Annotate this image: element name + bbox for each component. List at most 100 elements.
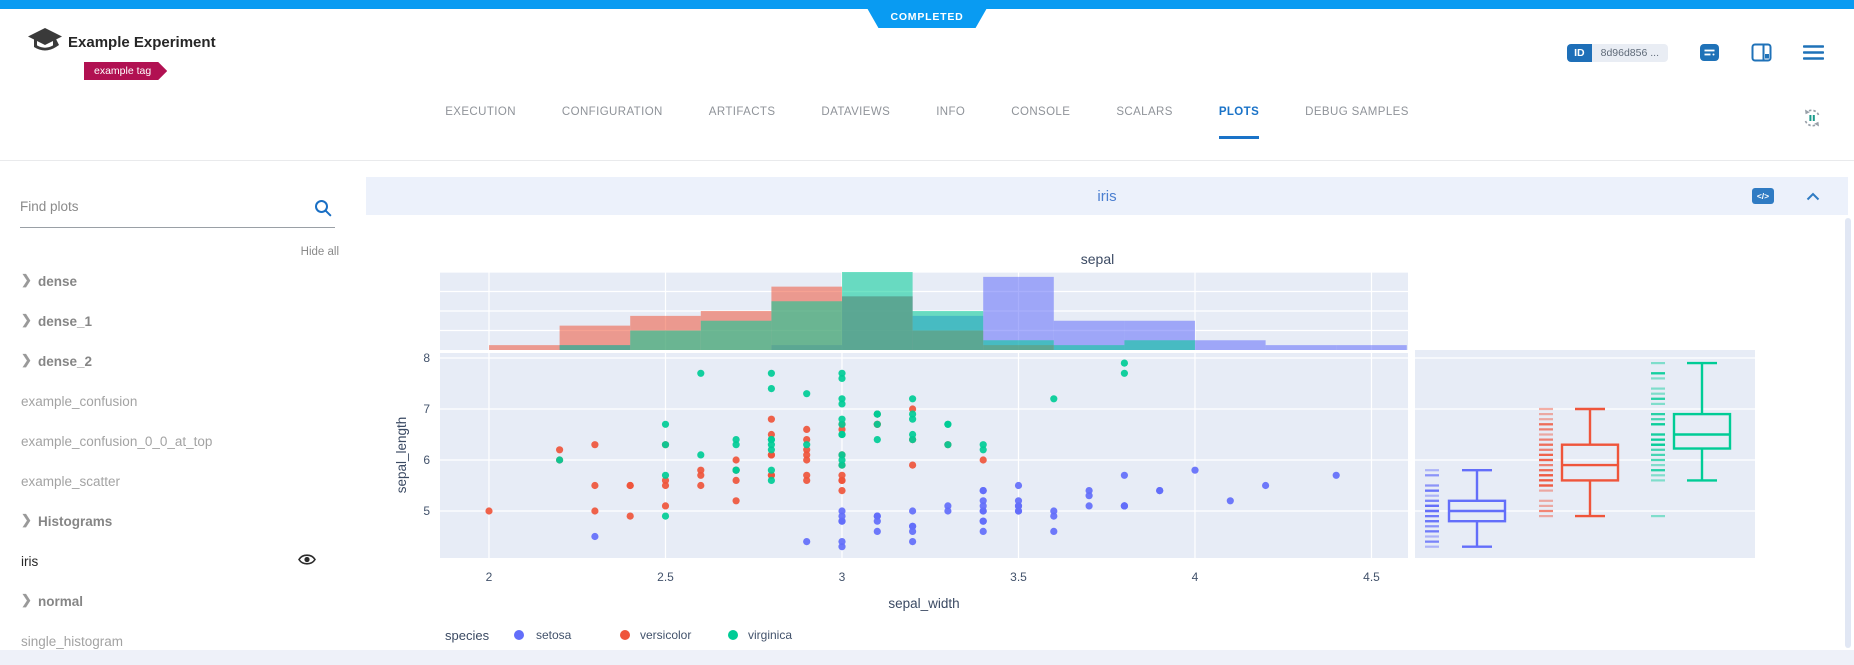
plot-item-label: example_scatter bbox=[21, 473, 121, 489]
search-input[interactable] bbox=[20, 195, 290, 218]
tab-dataviews[interactable]: DATAVIEWS bbox=[821, 106, 890, 139]
scatter-point-virginica bbox=[556, 456, 564, 464]
scatter-point-virginica bbox=[979, 441, 987, 449]
scatter-point-virginica bbox=[838, 400, 846, 408]
scatter-point-setosa bbox=[1014, 497, 1023, 505]
sidebar-item-example-confusion[interactable]: ❯ example_confusion bbox=[0, 381, 360, 421]
scatter-point-virginica bbox=[873, 436, 881, 444]
scatter-point-virginica bbox=[838, 451, 846, 459]
scatter-point-versicolor bbox=[979, 456, 987, 464]
tab-artifacts[interactable]: ARTIFACTS bbox=[709, 106, 776, 139]
menu-icon[interactable] bbox=[1803, 42, 1824, 63]
plot-panel-header: iris </> bbox=[366, 177, 1848, 215]
legend-marker-setosa[interactable] bbox=[514, 630, 524, 640]
sidebar-item-dense[interactable]: ❯ dense bbox=[0, 261, 360, 301]
scatter-point-setosa bbox=[909, 522, 917, 530]
tab-execution[interactable]: EXECUTION bbox=[445, 106, 516, 139]
iris-scatter-chart[interactable]: 2 2.5 3 3.5 4 4.55678sepal_widthsepal_lengths… bbox=[360, 212, 1854, 650]
scatter-point-setosa bbox=[873, 527, 881, 535]
scatter-point-virginica bbox=[873, 410, 881, 418]
sidebar-item-dense-1[interactable]: ❯ dense_1 bbox=[0, 301, 360, 341]
scatter-point-virginica bbox=[732, 466, 740, 474]
box-plot-panel bbox=[1415, 350, 1755, 558]
scatter-point-virginica bbox=[838, 456, 846, 464]
sidebar-item-normal[interactable]: ❯ normal bbox=[0, 581, 360, 621]
sidebar-item-histograms[interactable]: ❯ Histograms bbox=[0, 501, 360, 541]
legend-label-versicolor: versicolor bbox=[640, 628, 691, 642]
scrollbar-thumb[interactable] bbox=[1845, 218, 1851, 648]
scatter-point-versicolor bbox=[626, 512, 634, 520]
y-tick-label: 8 bbox=[423, 351, 430, 365]
scatter-point-versicolor bbox=[485, 507, 493, 515]
search-row bbox=[20, 195, 335, 228]
legend-marker-versicolor[interactable] bbox=[620, 630, 630, 640]
scatter-point-virginica bbox=[732, 436, 740, 444]
scatter-point-virginica bbox=[767, 436, 775, 444]
tab-console[interactable]: CONSOLE bbox=[1011, 106, 1070, 139]
scatter-point-virginica bbox=[909, 415, 917, 423]
tab-plots[interactable]: PLOTS bbox=[1218, 106, 1260, 139]
scatter-panel bbox=[440, 353, 1408, 558]
experiment-tag[interactable]: example tag bbox=[84, 62, 167, 80]
scatter-point-virginica bbox=[803, 441, 811, 449]
histogram-bar-virginica bbox=[1124, 340, 1195, 350]
tab-configuration[interactable]: CONFIGURATION bbox=[562, 106, 663, 139]
eye-icon[interactable] bbox=[298, 553, 316, 566]
scatter-point-setosa bbox=[979, 487, 987, 495]
scatter-point-setosa bbox=[838, 543, 846, 551]
chevron-right-icon: ❯ bbox=[21, 512, 32, 527]
legend-marker-virginica[interactable] bbox=[728, 630, 738, 640]
x-tick-label: 4.5 bbox=[1363, 570, 1380, 584]
scatter-point-setosa bbox=[979, 497, 987, 505]
scatter-point-versicolor bbox=[732, 476, 740, 484]
scatter-point-virginica bbox=[767, 466, 775, 474]
search-icon[interactable] bbox=[313, 198, 333, 218]
view-code-icon[interactable]: </> bbox=[1752, 188, 1774, 204]
legend-label-virginica: virginica bbox=[748, 628, 792, 642]
scatter-point-virginica bbox=[697, 451, 705, 459]
header-divider bbox=[0, 160, 1854, 161]
x-axis-label: sepal_width bbox=[888, 596, 959, 611]
split-view-icon[interactable] bbox=[1751, 42, 1772, 63]
histogram-bar-setosa bbox=[983, 276, 1054, 350]
tab-info[interactable]: INFO bbox=[936, 106, 965, 139]
plot-item-label: dense_1 bbox=[38, 313, 93, 329]
scatter-point-setosa bbox=[591, 532, 599, 541]
tab-label: DEBUG SAMPLES bbox=[1305, 106, 1409, 118]
comment-icon[interactable] bbox=[1699, 42, 1720, 63]
scatter-point-virginica bbox=[838, 430, 846, 439]
box-versicolor bbox=[1560, 443, 1620, 482]
tab-scalars[interactable]: SCALARS bbox=[1116, 106, 1173, 139]
plot-item-label: normal bbox=[38, 593, 84, 609]
scatter-point-virginica bbox=[732, 441, 740, 449]
scatter-point-setosa bbox=[838, 507, 846, 515]
experiment-id-chip[interactable]: ID 8d96d856 ... bbox=[1567, 43, 1668, 62]
scatter-point-virginica bbox=[661, 471, 670, 479]
chevron-right-icon: ❯ bbox=[21, 592, 32, 607]
tab-label: EXECUTION bbox=[445, 106, 516, 118]
scatter-point-virginica bbox=[909, 430, 917, 439]
scatter-point-setosa bbox=[838, 512, 846, 520]
tab-label: INFO bbox=[936, 106, 966, 118]
sidebar-item-example-scatter[interactable]: ❯ example_scatter bbox=[0, 461, 360, 501]
sidebar-item-dense-2[interactable]: ❯ dense_2 bbox=[0, 341, 360, 381]
sidebar-item-iris[interactable]: ❯ iris bbox=[0, 541, 360, 581]
chevron-up-icon[interactable] bbox=[1806, 192, 1820, 201]
scatter-point-setosa bbox=[873, 517, 881, 525]
scatter-point-setosa bbox=[944, 507, 952, 515]
histogram-bar-virginica bbox=[559, 345, 631, 350]
scatter-point-setosa bbox=[979, 502, 987, 510]
scatter-point-versicolor bbox=[661, 502, 670, 510]
scatter-point-versicolor bbox=[697, 481, 705, 490]
tab-debug-samples[interactable]: DEBUG SAMPLES bbox=[1305, 106, 1409, 139]
sidebar-item-example-confusion-0-0-at-top[interactable]: ❯ example_confusion_0_0_at_top bbox=[0, 421, 360, 461]
scatter-point-versicolor bbox=[803, 476, 811, 484]
x-tick-label: 4 bbox=[1192, 570, 1199, 584]
tab-label: PLOTS bbox=[1218, 106, 1260, 118]
sidebar-item-single-histogram[interactable]: ❯ single_histogram bbox=[0, 621, 360, 661]
auto-refresh-pause-icon[interactable] bbox=[1800, 106, 1824, 130]
scatter-point-virginica bbox=[909, 395, 917, 403]
hide-all-link[interactable]: Hide all bbox=[300, 246, 339, 258]
histogram-bar-setosa bbox=[1336, 345, 1407, 350]
